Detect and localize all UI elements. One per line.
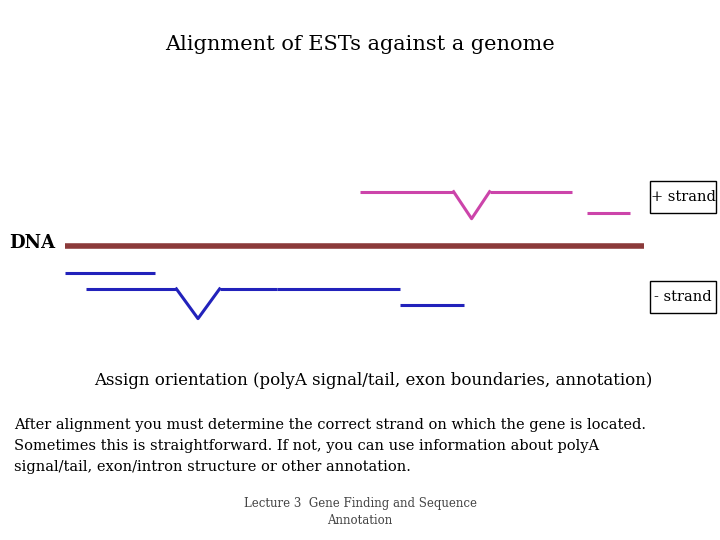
Text: Alignment of ESTs against a genome: Alignment of ESTs against a genome — [165, 35, 555, 54]
Text: After alignment you must determine the correct strand on which the gene is locat: After alignment you must determine the c… — [14, 418, 647, 474]
Text: Lecture 3  Gene Finding and Sequence
Annotation: Lecture 3 Gene Finding and Sequence Anno… — [243, 497, 477, 526]
FancyBboxPatch shape — [650, 281, 716, 313]
Text: + strand: + strand — [651, 191, 716, 204]
Text: Assign orientation (polyA signal/tail, exon boundaries, annotation): Assign orientation (polyA signal/tail, e… — [94, 372, 652, 389]
Text: DNA: DNA — [9, 234, 55, 252]
Text: - strand: - strand — [654, 290, 712, 303]
FancyBboxPatch shape — [650, 181, 716, 213]
